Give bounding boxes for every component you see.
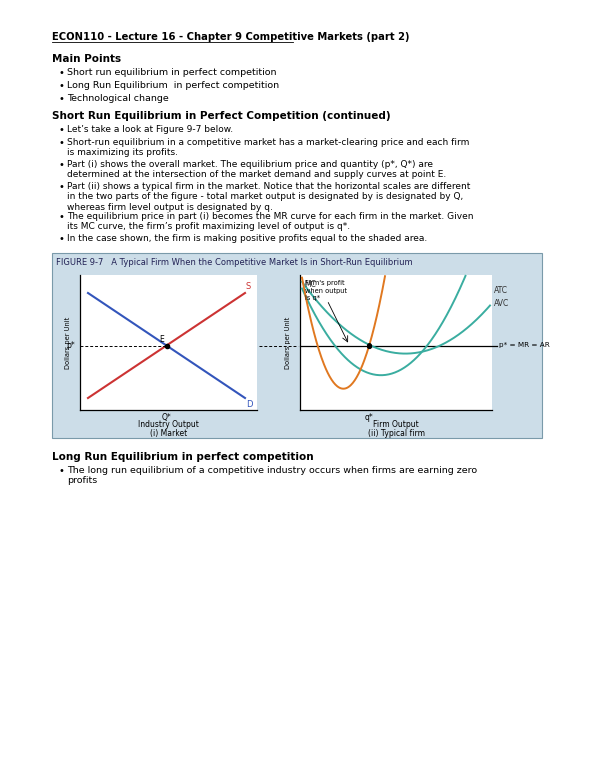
Text: ECON110 - Lecture 16 - Chapter 9 Competitive Markets (part 2): ECON110 - Lecture 16 - Chapter 9 Competi… xyxy=(52,32,409,42)
Text: Dollars per Unit: Dollars per Unit xyxy=(285,316,291,369)
Text: Dollars per Unit: Dollars per Unit xyxy=(65,316,71,369)
Text: q*: q* xyxy=(365,413,374,422)
Text: p* = MR = AR: p* = MR = AR xyxy=(499,343,550,349)
Text: ATC: ATC xyxy=(494,286,508,295)
Text: •: • xyxy=(58,125,64,135)
Text: Part (i) shows the overall market. The equilibrium price and quantity (p*, Q*) a: Part (i) shows the overall market. The e… xyxy=(67,160,446,179)
Text: Part (ii) shows a typical firm in the market. Notice that the horizontal scales : Part (ii) shows a typical firm in the ma… xyxy=(67,182,471,212)
Text: •: • xyxy=(58,68,64,78)
Text: (ii) Typical firm: (ii) Typical firm xyxy=(368,429,424,438)
Text: In the case shown, the firm is making positive profits equal to the shaded area.: In the case shown, the firm is making po… xyxy=(67,234,427,243)
Text: •: • xyxy=(58,234,64,244)
Text: •: • xyxy=(58,212,64,222)
Text: Short Run Equilibrium in Perfect Competition (continued): Short Run Equilibrium in Perfect Competi… xyxy=(52,111,391,121)
Text: •: • xyxy=(58,182,64,192)
Text: p*: p* xyxy=(66,341,75,350)
Text: •: • xyxy=(58,81,64,91)
Text: E: E xyxy=(159,334,164,343)
Text: •: • xyxy=(58,138,64,148)
Text: •: • xyxy=(58,466,64,476)
Text: MC: MC xyxy=(304,280,316,290)
Text: FIGURE 9-7   A Typical Firm When the Competitive Market Is in Short-Run Equilibr: FIGURE 9-7 A Typical Firm When the Compe… xyxy=(56,258,412,267)
Text: •: • xyxy=(58,160,64,170)
Text: The equilibrium price in part (i) becomes the MR curve for each firm in the mark: The equilibrium price in part (i) become… xyxy=(67,212,474,232)
Text: Let’s take a look at Figure 9-7 below.: Let’s take a look at Figure 9-7 below. xyxy=(67,125,233,134)
Text: (i) Market: (i) Market xyxy=(150,429,187,438)
FancyBboxPatch shape xyxy=(80,275,257,410)
Text: Firm's profit
when output
is q*: Firm's profit when output is q* xyxy=(305,280,347,301)
Text: Main Points: Main Points xyxy=(52,54,121,64)
Text: Technological change: Technological change xyxy=(67,94,169,103)
FancyBboxPatch shape xyxy=(52,253,542,438)
Text: Short-run equilibrium in a competitive market has a market-clearing price and ea: Short-run equilibrium in a competitive m… xyxy=(67,138,469,157)
Text: Long Run Equilibrium  in perfect competition: Long Run Equilibrium in perfect competit… xyxy=(67,81,279,90)
Text: The long run equilibrium of a competitive industry occurs when firms are earning: The long run equilibrium of a competitiv… xyxy=(67,466,477,485)
Text: Long Run Equilibrium in perfect competition: Long Run Equilibrium in perfect competit… xyxy=(52,452,314,462)
FancyBboxPatch shape xyxy=(300,275,492,410)
Text: Q*: Q* xyxy=(162,413,171,422)
Text: Firm Output: Firm Output xyxy=(373,420,419,429)
Text: AVC: AVC xyxy=(494,300,509,308)
Text: D: D xyxy=(246,400,252,409)
Text: Industry Output: Industry Output xyxy=(138,420,199,429)
Text: Short run equilibrium in perfect competition: Short run equilibrium in perfect competi… xyxy=(67,68,277,77)
Text: •: • xyxy=(58,94,64,104)
Text: S: S xyxy=(246,282,251,291)
